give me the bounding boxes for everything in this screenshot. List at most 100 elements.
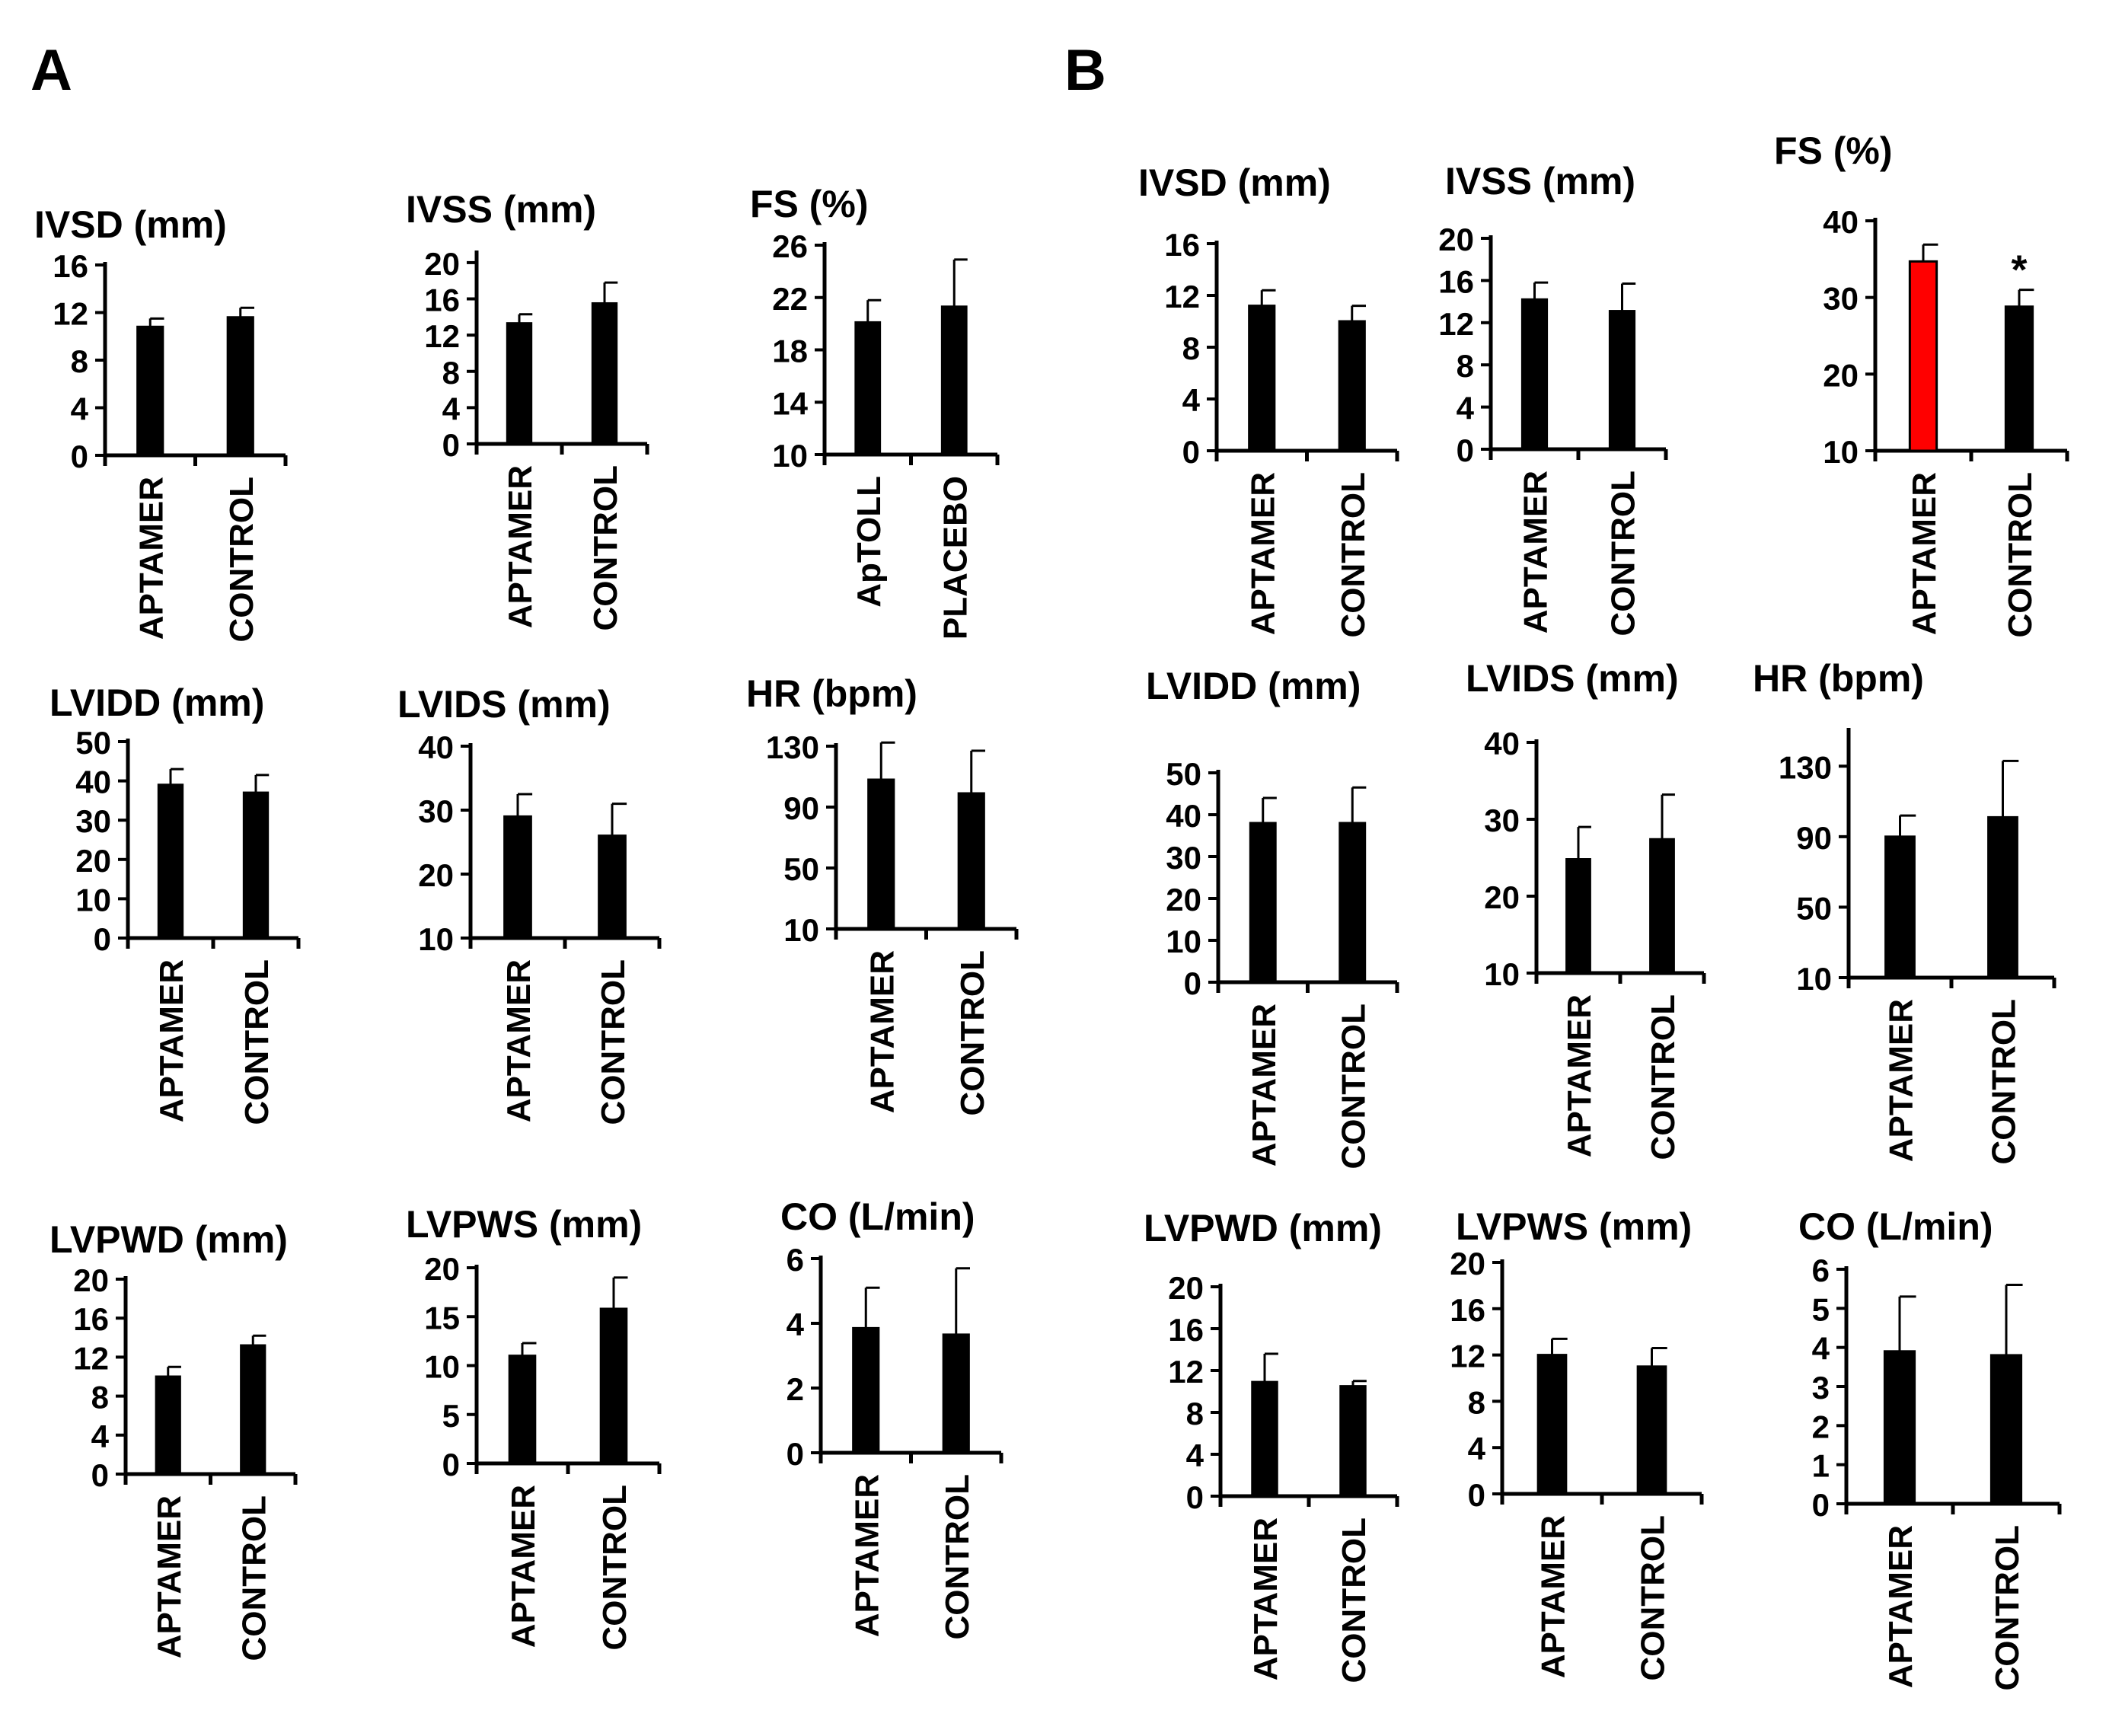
y-tick-label: 10 bbox=[75, 882, 111, 917]
category-label: APTAMER bbox=[1906, 472, 1943, 635]
category-label: CONTROL bbox=[587, 465, 624, 631]
bar-control bbox=[591, 302, 618, 445]
chart-title: CO (L/min) bbox=[1798, 1205, 1993, 1248]
y-tick-label: 6 bbox=[1812, 1253, 1830, 1288]
chart-b-hr: HR (bpm) 10 50 90 130 APTAMER CONTROL bbox=[1753, 657, 2056, 1165]
category-label: CONTROL bbox=[595, 959, 632, 1125]
y-tick-label: 50 bbox=[783, 851, 819, 887]
y-tick-label: 30 bbox=[1484, 803, 1520, 838]
chart-title: LVPWS (mm) bbox=[406, 1203, 642, 1246]
y-tick-label: 10 bbox=[418, 921, 454, 957]
chart-a-co: CO (L/min) 0 2 4 6 APTAMER CONTROL bbox=[780, 1195, 1003, 1640]
chart-a-lvpws: LVPWS (mm) 0 5 10 15 20 APTAMER CONTROL bbox=[406, 1203, 662, 1651]
y-tick-label: 20 bbox=[424, 246, 460, 282]
chart-b-lvpws: LVPWS (mm) 0 4 8 12 16 20 APTAMER CONTROL bbox=[1450, 1205, 1704, 1681]
y-tick-label: 0 bbox=[1186, 1479, 1204, 1515]
category-label: APTAMER bbox=[1246, 1004, 1283, 1166]
y-tick-label: 20 bbox=[75, 843, 111, 879]
chart-title: LVPWD (mm) bbox=[49, 1218, 288, 1261]
chart-title: IVSS (mm) bbox=[1445, 160, 1635, 203]
y-tick-label: 16 bbox=[424, 282, 460, 318]
y-tick-label: 20 bbox=[418, 857, 454, 893]
y-tick-label: 16 bbox=[1450, 1292, 1485, 1328]
category-label: CONTROL bbox=[1645, 994, 1682, 1160]
y-tick-label: 10 bbox=[424, 1349, 460, 1385]
bar-control bbox=[1649, 838, 1675, 975]
y-tick-label: 8 bbox=[1468, 1384, 1485, 1420]
bar-aptamer bbox=[1536, 1354, 1568, 1495]
category-label: APTAMER bbox=[848, 1474, 885, 1637]
category-label: CONTROL bbox=[596, 1485, 633, 1651]
chart-title: FS (%) bbox=[1774, 129, 1893, 172]
y-tick-label: 0 bbox=[442, 427, 460, 463]
chart-title: LVPWD (mm) bbox=[1144, 1207, 1382, 1249]
y-tick-label: 12 bbox=[1450, 1339, 1485, 1374]
category-label: CONTROL bbox=[1335, 472, 1372, 638]
y-tick-label: 0 bbox=[1468, 1477, 1485, 1513]
y-tick-label: 0 bbox=[787, 1436, 804, 1472]
y-tick-label: 0 bbox=[71, 439, 88, 474]
y-tick-label: 40 bbox=[1484, 726, 1520, 761]
y-tick-label: 15 bbox=[424, 1300, 460, 1336]
category-label: CONTROL bbox=[1605, 471, 1642, 637]
bar-aptamer bbox=[1251, 1380, 1278, 1498]
y-tick-label: 4 bbox=[442, 391, 461, 426]
chart-title: FS (%) bbox=[750, 183, 869, 225]
chart-b-lvids: LVIDS (mm) 10 20 30 40 APTAMER CONTROL bbox=[1466, 657, 1706, 1160]
y-tick-label: 40 bbox=[418, 729, 454, 765]
y-tick-label: 4 bbox=[1812, 1331, 1830, 1367]
bar-control bbox=[957, 792, 985, 930]
y-tick-label: 8 bbox=[71, 343, 88, 379]
category-label: APTAMER bbox=[1883, 999, 1920, 1162]
y-tick-label: 50 bbox=[1166, 756, 1201, 792]
chart-title: IVSD (mm) bbox=[1138, 161, 1331, 204]
bar-aptamer bbox=[1249, 822, 1277, 984]
bar-placebo bbox=[940, 305, 968, 456]
y-tick-label: 10 bbox=[772, 438, 808, 474]
y-tick-label: 8 bbox=[1457, 348, 1474, 384]
y-tick-label: 8 bbox=[1186, 1396, 1204, 1431]
y-tick-label: 12 bbox=[73, 1340, 109, 1376]
bar-control bbox=[1608, 310, 1636, 451]
category-label: CONTROL bbox=[1335, 1004, 1372, 1170]
y-tick-label: 30 bbox=[1166, 840, 1201, 876]
category-label: CONTROL bbox=[223, 477, 260, 643]
bar-control bbox=[240, 1344, 266, 1476]
panel-label-b: B bbox=[1064, 38, 1106, 103]
y-tick-label: 50 bbox=[1796, 890, 1832, 926]
bar-control bbox=[599, 1307, 628, 1465]
y-tick-label: 8 bbox=[1182, 330, 1200, 366]
y-tick-label: 10 bbox=[1823, 434, 1859, 470]
y-tick-label: 30 bbox=[1823, 281, 1859, 317]
chart-a-lvids: LVIDS (mm) 10 20 30 40 APTAMER CONTROL bbox=[397, 683, 662, 1125]
bar-aptamer bbox=[1520, 298, 1549, 451]
y-tick-label: 20 bbox=[1450, 1246, 1485, 1281]
panel-label-a: A bbox=[30, 38, 72, 103]
y-tick-label: 40 bbox=[1166, 798, 1201, 834]
category-label: CONTROL bbox=[238, 959, 276, 1125]
chart-b-co: CO (L/min) 01 234 56 APTAMER CONTROL bbox=[1798, 1205, 2062, 1691]
y-tick-label: 4 bbox=[1468, 1431, 1486, 1466]
y-tick-label: 12 bbox=[53, 296, 88, 332]
bar-control bbox=[1987, 815, 2018, 979]
y-tick-label: 22 bbox=[772, 281, 808, 317]
y-tick-label: 10 bbox=[1166, 924, 1201, 959]
y-tick-label: 4 bbox=[1186, 1438, 1204, 1473]
bar-aptamer bbox=[1248, 305, 1276, 452]
bar-control bbox=[226, 316, 254, 457]
bar-control bbox=[598, 834, 627, 940]
chart-title: LVPWS (mm) bbox=[1456, 1205, 1692, 1248]
bar-aptamer bbox=[1565, 858, 1591, 975]
category-label: APTAMER bbox=[1247, 1517, 1284, 1680]
chart-b-lvidd: LVIDD (mm) 0 10 20 30 40 50 APTAMER CONTROL bbox=[1146, 665, 1399, 1170]
chart-title: LVIDD (mm) bbox=[49, 681, 264, 724]
y-tick-label: 20 bbox=[424, 1251, 460, 1287]
y-tick-label: 0 bbox=[91, 1457, 109, 1493]
bar-aptamer bbox=[506, 322, 533, 445]
y-tick-label: 30 bbox=[75, 803, 111, 839]
y-tick-label: 2 bbox=[787, 1371, 804, 1407]
category-label: CONTROL bbox=[2002, 472, 2039, 638]
